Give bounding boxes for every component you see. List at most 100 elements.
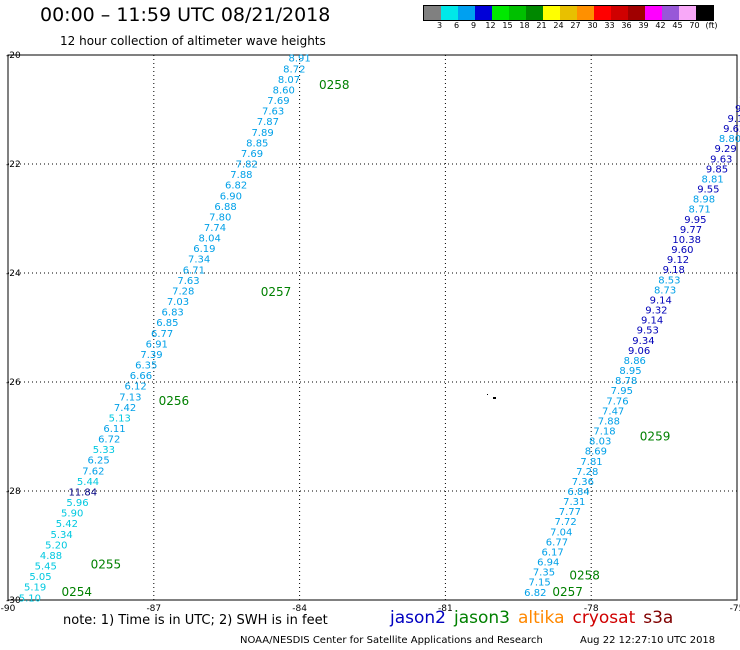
chart-subtitle: 12 hour collection of altimeter wave hei… — [60, 34, 326, 48]
wave-height-point: 9.32 — [645, 306, 667, 317]
wave-height-point: 8.78 — [615, 376, 637, 387]
color-legend-bar — [423, 5, 714, 21]
legend-swatch — [560, 6, 577, 20]
legend-label: 24 — [553, 21, 564, 30]
wave-height-point: 7.69 — [241, 149, 263, 160]
x-tick-label: -81 — [438, 604, 453, 614]
wave-height-point: 8.71 — [689, 205, 711, 216]
wave-height-point: 5.45 — [35, 562, 57, 573]
legend-label: 3 — [436, 21, 443, 30]
wave-height-point: 9.63 — [710, 154, 732, 165]
wave-height-point: 7.89 — [251, 128, 273, 139]
wave-height-point: 6.90 — [220, 191, 242, 202]
mission-label: s3a — [643, 608, 674, 628]
wave-height-point: 9.77 — [680, 225, 702, 236]
y-tick-label: -28 — [6, 487, 21, 497]
wave-height-point: 8.03 — [589, 437, 611, 448]
wave-height-point: 6.84 — [567, 487, 589, 498]
wave-height-point: 9.19 — [727, 114, 740, 125]
y-tick-label: -30 — [6, 596, 21, 606]
legend-swatch — [526, 6, 543, 20]
legend-label: 15 — [502, 21, 513, 30]
wave-height-point: 7.31 — [563, 497, 585, 508]
wave-height-point: 6.71 — [183, 265, 205, 276]
wave-height-point: 9.06 — [628, 346, 650, 357]
wave-height-point: 6.35 — [135, 361, 157, 372]
wave-height-point: 6.82 — [524, 588, 546, 599]
wave-height-point: 7.39 — [140, 350, 162, 361]
legend-label: (ft) — [705, 21, 718, 30]
legend-swatch — [679, 6, 696, 20]
wave-height-point: 7.82 — [236, 160, 258, 171]
wave-height-point: 6.91 — [146, 339, 168, 350]
wave-height-point: 8.73 — [654, 285, 676, 296]
y-tick-label: -24 — [6, 269, 21, 279]
legend-label: 30 — [587, 21, 598, 30]
wave-height-point: 7.77 — [559, 507, 581, 518]
wave-height-point: 7.76 — [606, 396, 628, 407]
legend-swatch — [424, 6, 441, 20]
x-tick-label: -87 — [146, 604, 161, 614]
legend-swatch — [645, 6, 662, 20]
wave-height-point: 5.44 — [77, 477, 99, 488]
wave-height-point: 6.12 — [125, 382, 147, 393]
legend-swatch — [594, 6, 611, 20]
wave-height-point: 5.13 — [109, 413, 131, 424]
wave-height-point: 8.72 — [283, 64, 305, 75]
time-label: 0257 — [552, 585, 583, 599]
x-tick-label: -75 — [730, 604, 740, 614]
legend-label: 9 — [470, 21, 477, 30]
wave-height-point: 8.91 — [288, 54, 310, 65]
wave-height-point: 5.33 — [93, 445, 115, 456]
legend-swatch — [492, 6, 509, 20]
island-marker — [487, 394, 488, 395]
wave-height-point: 9.95 — [684, 215, 706, 226]
wave-height-point: 8.95 — [619, 366, 641, 377]
wave-height-point: 7.74 — [204, 223, 226, 234]
wave-height-point: 5.90 — [61, 509, 83, 520]
wave-height-point: 9.14 — [650, 295, 672, 306]
wave-height-point: 6.72 — [98, 435, 120, 446]
time-label: 0256 — [159, 394, 190, 408]
wave-height-point: 9.18 — [663, 265, 685, 276]
wave-height-point: 5.96 — [66, 498, 88, 509]
wave-height-point: 9.62 — [723, 124, 740, 135]
wave-height-point: 6.17 — [541, 547, 563, 558]
wave-height-point: 8.60 — [273, 85, 295, 96]
wave-height-point: 7.63 — [262, 107, 284, 118]
wave-height-point: 7.03 — [167, 297, 189, 308]
wave-height-point: 5.20 — [45, 540, 67, 551]
wave-height-point: 9.85 — [706, 164, 728, 175]
legend-swatch — [475, 6, 492, 20]
wave-height-point: 8.07 — [278, 75, 300, 86]
wave-height-point: 9.53 — [637, 326, 659, 337]
wave-height-point: 8.69 — [585, 447, 607, 458]
legend-swatch — [441, 6, 458, 20]
legend-swatch — [611, 6, 628, 20]
island-marker — [493, 397, 496, 399]
legend-label: 21 — [536, 21, 547, 30]
time-label: 0254 — [61, 585, 92, 599]
wave-height-point: 7.62 — [82, 466, 104, 477]
wave-height-point: 7.87 — [257, 117, 279, 128]
wave-height-point: 5.19 — [24, 583, 46, 594]
wave-height-point: 9.12 — [667, 255, 689, 266]
legend-swatch — [662, 6, 679, 20]
legend-label: 70 — [689, 21, 700, 30]
legend-swatch — [509, 6, 526, 20]
wave-height-point: 7.34 — [188, 255, 210, 266]
generated-timestamp: Aug 22 12:27:10 UTC 2018 — [580, 635, 716, 646]
chart-title: 00:00 – 11:59 UTC 08/21/2018 — [40, 4, 331, 26]
mission-label: cryosat — [572, 608, 636, 628]
legend-swatch — [543, 6, 560, 20]
wave-height-point: 7.35 — [533, 568, 555, 579]
legend-swatch — [696, 6, 713, 20]
wave-height-point: 6.82 — [225, 181, 247, 192]
wave-height-point: 8.85 — [246, 138, 268, 149]
wave-height-point: 6.94 — [537, 558, 559, 569]
wave-height-point: 7.04 — [550, 527, 572, 538]
y-tick-label: -20 — [6, 51, 21, 61]
legend-swatch — [577, 6, 594, 20]
legend-swatch — [458, 6, 475, 20]
